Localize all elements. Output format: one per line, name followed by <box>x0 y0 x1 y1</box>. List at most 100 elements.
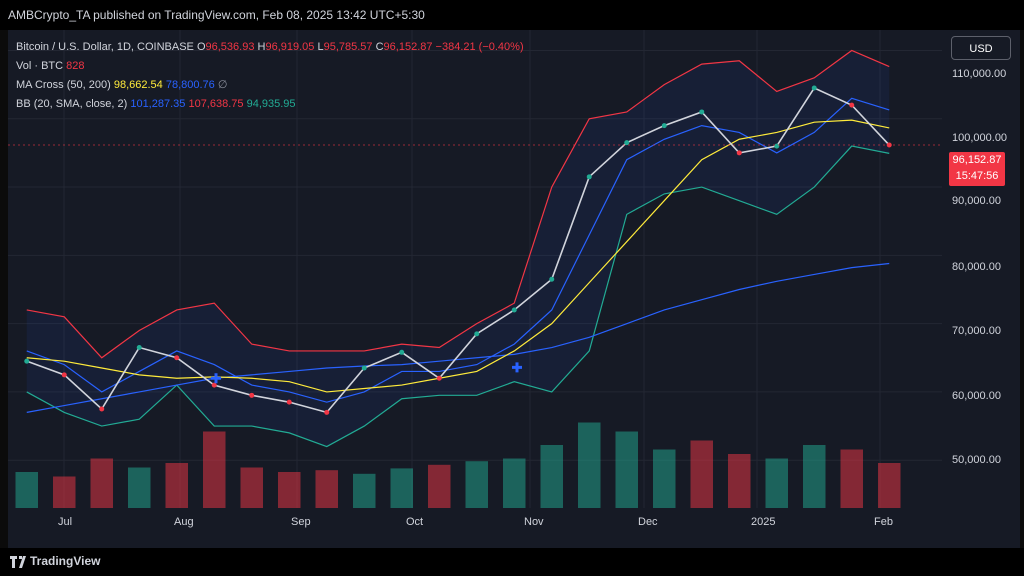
volume-bar <box>128 467 151 508</box>
ohlc-open-value: 96,536.93 <box>205 41 255 53</box>
last-price-tag: 96,152.87 15:47:56 <box>949 152 1005 186</box>
bb-upper-value: 107,638.75 <box>188 98 244 110</box>
ohlc-low-label: L <box>317 41 324 53</box>
volume-bar <box>728 454 751 508</box>
bb-lower-value: 94,935.95 <box>246 98 296 110</box>
close-point <box>211 382 217 388</box>
symbol-label[interactable]: Bitcoin / U.S. Dollar, 1D, COINBASE <box>16 41 194 53</box>
series-line-bb-lower <box>26 145 890 448</box>
tradingview-logo-icon[interactable] <box>10 556 26 568</box>
close-point <box>624 140 630 146</box>
volume-bar <box>878 463 901 508</box>
y-tick-label: 60,000.00 <box>952 390 1001 402</box>
volume-bar <box>653 449 676 508</box>
close-point <box>61 372 67 378</box>
bb-label: BB (20, SMA, close, 2) <box>16 98 128 110</box>
volume-label: Vol · BTC <box>16 60 64 72</box>
footer-bar: TradingView <box>0 548 1024 576</box>
volume-bar <box>428 464 451 508</box>
close-point <box>474 331 480 337</box>
x-tick-label: Sep <box>291 516 311 528</box>
volume-bar <box>203 431 226 508</box>
y-tick-label: 50,000.00 <box>952 454 1001 466</box>
close-point <box>661 123 667 129</box>
close-point <box>699 109 705 115</box>
close-point <box>586 174 592 180</box>
x-tick-label: Dec <box>638 516 658 528</box>
ma50-value: 98,662.54 <box>113 79 163 91</box>
ohlc-change-value: −384.21 (−0.40%) <box>435 41 524 53</box>
currency-button[interactable]: USD <box>951 36 1011 60</box>
x-tick-label: Oct <box>406 516 424 528</box>
bb-basis-value: 101,287.35 <box>130 98 186 110</box>
close-point <box>324 409 330 415</box>
x-tick-label: 2025 <box>751 516 776 528</box>
series-line-bb-upper <box>26 49 890 359</box>
close-point <box>811 85 817 91</box>
legend-symbol-row: Bitcoin / U.S. Dollar, 1D, COINBASE O96,… <box>16 38 524 57</box>
close-point <box>436 375 442 381</box>
published-text: AMBCrypto_TA published on TradingView.co… <box>8 8 425 22</box>
y-tick-label: 100,000.00 <box>952 132 1008 144</box>
close-point <box>249 392 255 398</box>
close-point <box>399 349 405 355</box>
ma200-value: 78,800.76 <box>165 79 215 91</box>
y-tick-label: 90,000.00 <box>952 195 1001 207</box>
x-tick-label: Feb <box>874 516 893 528</box>
legend: Bitcoin / U.S. Dollar, 1D, COINBASE O96,… <box>16 38 524 114</box>
x-tick-label: Nov <box>524 516 544 528</box>
ohlc-high-label: H <box>257 41 266 53</box>
volume-bar <box>578 422 601 508</box>
volume-bar <box>353 473 376 508</box>
volume-bar <box>53 476 76 508</box>
close-point <box>24 358 30 364</box>
series-line-ma-50 <box>26 119 890 393</box>
x-tick-label: Aug <box>174 516 194 528</box>
close-point <box>511 307 517 313</box>
close-point <box>361 365 367 371</box>
volume-bar <box>465 461 488 508</box>
ohlc-low-value: 95,785.57 <box>323 41 373 53</box>
ma-cross-marker <box>211 373 221 384</box>
ma-cross-label: MA Cross (50, 200) <box>16 79 111 91</box>
ohlc-open-label: O <box>196 41 206 53</box>
volume-bar <box>240 467 263 508</box>
y-tick-label: 80,000.00 <box>952 261 1001 273</box>
x-tick-label: Jul <box>58 516 73 528</box>
brand-label[interactable]: TradingView <box>30 554 101 568</box>
series-line-bb-basis <box>26 97 890 403</box>
close-point <box>849 102 855 108</box>
volume-bar <box>278 472 301 508</box>
volume-bar <box>840 449 863 508</box>
legend-bb-row[interactable]: BB (20, SMA, close, 2) 101,287.35 107,63… <box>16 95 524 114</box>
ohlc-close-value: 96,152.87 <box>383 41 433 53</box>
series-line-ma-200 <box>26 262 890 413</box>
close-point <box>136 345 142 351</box>
volume-bar <box>803 445 826 508</box>
ma-extra-value: ∅ <box>217 79 228 91</box>
legend-ma-row[interactable]: MA Cross (50, 200) 98,662.54 78,800.76 ∅ <box>16 76 524 95</box>
volume-bar <box>390 468 413 508</box>
series-line-close <box>26 87 890 414</box>
bb-band-fill <box>26 50 890 447</box>
volume-bar <box>690 440 713 508</box>
volume-bar <box>540 445 563 508</box>
volume-bar <box>165 463 188 508</box>
close-point <box>99 406 105 412</box>
volume-bar <box>765 458 788 508</box>
y-tick-label: 70,000.00 <box>952 325 1001 337</box>
close-point <box>174 355 180 361</box>
ohlc-high-value: 96,919.05 <box>265 41 315 53</box>
header-bar: AMBCrypto_TA published on TradingView.co… <box>0 0 1024 30</box>
legend-volume-row[interactable]: Vol · BTC 828 <box>16 57 524 76</box>
y-tick-label: 110,000.00 <box>952 68 1007 80</box>
close-point <box>736 150 742 156</box>
volume-bar <box>615 431 638 508</box>
close-point <box>774 143 780 149</box>
last-price-value: 96,152.87 <box>952 154 1002 166</box>
volume-value: 828 <box>66 60 85 72</box>
bar-countdown: 15:47:56 <box>955 170 999 182</box>
ma-cross-marker <box>512 362 522 373</box>
